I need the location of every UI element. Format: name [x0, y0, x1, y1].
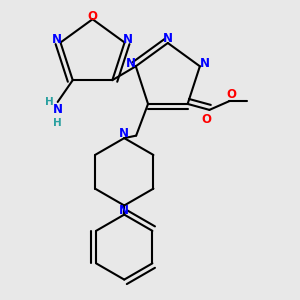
Text: N: N	[53, 103, 63, 116]
Text: N: N	[52, 33, 62, 46]
Text: N: N	[126, 57, 136, 70]
Text: N: N	[123, 33, 133, 46]
Text: N: N	[119, 204, 129, 217]
Text: H: H	[53, 118, 62, 128]
Text: N: N	[200, 57, 210, 70]
Text: O: O	[201, 113, 211, 126]
Text: N: N	[119, 127, 129, 140]
Text: O: O	[226, 88, 236, 100]
Text: O: O	[88, 10, 98, 22]
Text: H: H	[45, 97, 53, 107]
Text: N: N	[163, 32, 173, 45]
